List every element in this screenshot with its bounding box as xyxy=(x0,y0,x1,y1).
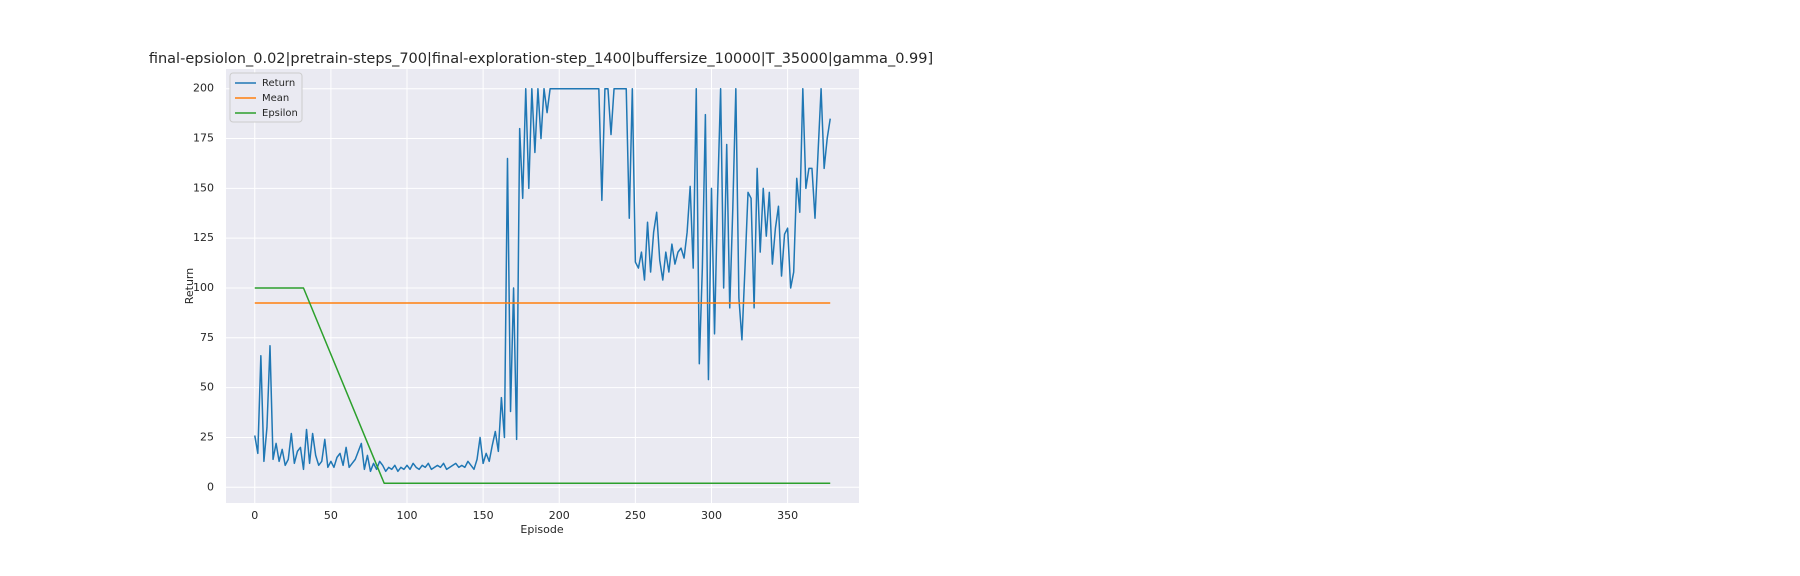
x-tick-label: 250 xyxy=(625,509,646,522)
legend-label: Return xyxy=(262,78,295,89)
series-line xyxy=(254,287,831,485)
series-line xyxy=(254,87,831,473)
y-tick-label: 75 xyxy=(200,331,214,344)
y-tick-label: 125 xyxy=(193,231,214,244)
legend-label: Epsilon xyxy=(262,108,298,119)
y-tick-label: 200 xyxy=(193,82,214,95)
legend-box xyxy=(229,72,303,123)
chart-title: final-epsiolon_0.02|pretrain-steps_700|f… xyxy=(149,51,933,67)
y-tick-label: 50 xyxy=(200,381,214,394)
legend-label: Mean xyxy=(262,93,289,104)
x-tick-label: 150 xyxy=(473,509,494,522)
y-tick-label: 25 xyxy=(200,430,214,443)
x-tick-label: 100 xyxy=(397,509,418,522)
x-tick-label: 50 xyxy=(324,509,338,522)
y-tick-label: 175 xyxy=(193,132,214,145)
y-tick-label: 0 xyxy=(207,480,214,493)
x-tick-label: 300 xyxy=(701,509,722,522)
x-axis-label: Episode xyxy=(520,523,563,536)
y-axis-label: Return xyxy=(183,268,196,305)
y-tick-label: 150 xyxy=(193,181,214,194)
x-tick-label: 350 xyxy=(777,509,798,522)
y-tick-label: 100 xyxy=(193,281,214,294)
x-tick-label: 0 xyxy=(251,509,258,522)
x-tick-label: 200 xyxy=(549,509,570,522)
